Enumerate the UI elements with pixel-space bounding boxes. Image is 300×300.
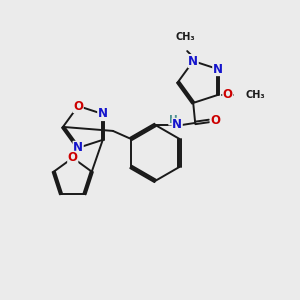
Text: N: N <box>98 107 108 121</box>
Text: N: N <box>213 63 223 76</box>
Text: CH₃: CH₃ <box>176 32 195 42</box>
Text: CH₃: CH₃ <box>246 90 266 100</box>
Text: O: O <box>223 88 233 101</box>
Text: O: O <box>210 114 220 128</box>
Text: O: O <box>68 152 78 164</box>
Text: N: N <box>172 118 182 131</box>
Text: N: N <box>73 141 83 154</box>
Text: N: N <box>188 55 198 68</box>
Text: O: O <box>73 100 83 112</box>
Text: H: H <box>169 115 178 125</box>
